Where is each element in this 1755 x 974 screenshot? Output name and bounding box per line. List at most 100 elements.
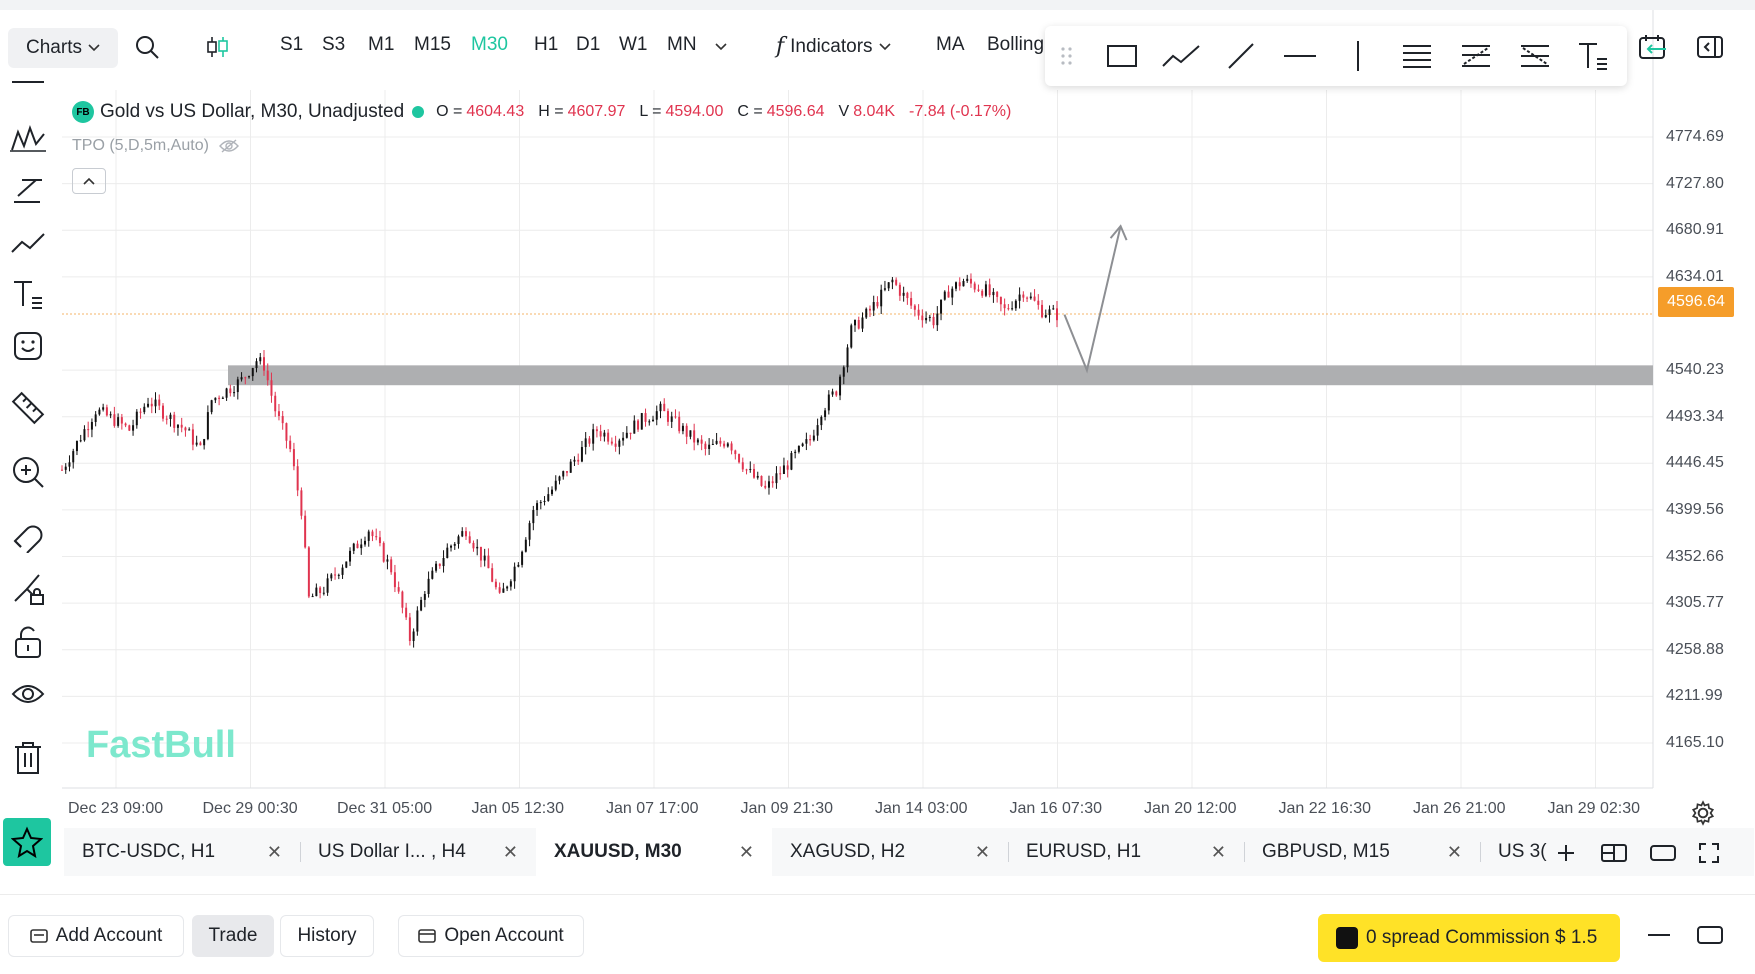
- close-icon[interactable]: ✕: [502, 841, 518, 862]
- candle-body: [83, 429, 86, 441]
- tab-eurusd[interactable]: EURUSD, H1 ✕: [1008, 828, 1244, 876]
- tab-us30-overflow[interactable]: US 3(: [1480, 828, 1550, 876]
- date-range-icon[interactable]: [1638, 32, 1668, 62]
- candle-body: [498, 587, 501, 593]
- trendline-tool-icon[interactable]: [1221, 36, 1261, 76]
- candle-body: [809, 439, 812, 441]
- horizontal-line-tool-icon[interactable]: [1280, 36, 1320, 76]
- candle-body: [251, 368, 254, 377]
- zoom-in-icon[interactable]: [8, 452, 48, 492]
- open-account-button[interactable]: Open Account: [398, 915, 584, 957]
- price-chart[interactable]: [0, 10, 1755, 810]
- price-tick-label: 4352.66: [1666, 547, 1724, 565]
- drag-handle-icon[interactable]: [1057, 36, 1077, 76]
- spread-commission-promo[interactable]: 0 spread Commission $ 1.5: [1318, 914, 1620, 962]
- close-icon[interactable]: ✕: [1446, 841, 1462, 862]
- bollinger-indicator-button[interactable]: Bolling: [987, 34, 1045, 55]
- candle-body: [969, 278, 972, 284]
- fib-fan-tool-icon[interactable]: [1515, 36, 1555, 76]
- tab-xauusd[interactable]: XAUUSD, M30 ✕: [536, 828, 772, 876]
- magnet-icon[interactable]: [8, 516, 48, 556]
- search-icon[interactable]: [132, 32, 162, 62]
- timeframe-m30[interactable]: M30: [471, 34, 508, 55]
- ruler-measure-icon[interactable]: [8, 388, 48, 428]
- close-icon[interactable]: ✕: [738, 841, 754, 862]
- fib-retracement-tool-icon[interactable]: [1456, 36, 1496, 76]
- indicators-button[interactable]: f Indicators: [776, 34, 891, 59]
- unlock-icon[interactable]: [8, 622, 48, 662]
- trend-tool-icon[interactable]: [8, 222, 48, 262]
- candle-body: [285, 423, 288, 441]
- candle-body: [94, 414, 97, 422]
- lock-drawings-icon[interactable]: [8, 568, 48, 608]
- tab-us-dollar-index[interactable]: US Dollar I... , H4 ✕: [300, 828, 536, 876]
- timeframe-m15[interactable]: M15: [414, 34, 451, 55]
- minimize-panel-icon[interactable]: [1646, 925, 1674, 949]
- candle-body: [1056, 308, 1058, 321]
- tab-btc-usdc[interactable]: BTC-USDC, H1 ✕: [64, 828, 300, 876]
- parallel-channel-tool-icon[interactable]: [1397, 36, 1437, 76]
- hidden-eye-icon[interactable]: [218, 139, 239, 153]
- candle-body: [659, 403, 662, 412]
- timeframe-w1[interactable]: W1: [619, 34, 648, 55]
- lines-tool-icon[interactable]: [8, 170, 48, 210]
- pattern-tool-icon[interactable]: [8, 118, 48, 158]
- timeframe-h1[interactable]: H1: [534, 34, 559, 55]
- collapse-panel-icon[interactable]: [1695, 32, 1725, 62]
- history-tab[interactable]: History: [280, 915, 374, 957]
- polyline-tool-icon[interactable]: [1161, 36, 1201, 76]
- candle-body: [640, 413, 643, 430]
- timeframe-s3[interactable]: S3: [322, 34, 346, 55]
- more-timeframes-chevron-icon[interactable]: [706, 32, 736, 62]
- emoji-sticker-icon[interactable]: [8, 326, 48, 366]
- text-tool-icon[interactable]: [1573, 36, 1613, 76]
- tpo-indicator-legend[interactable]: TPO (5,D,5m,Auto): [72, 137, 239, 155]
- time-tick-label: Jan 14 03:00: [875, 800, 968, 817]
- text-tool-icon[interactable]: [8, 274, 48, 314]
- rectangle-tool-icon[interactable]: [1102, 36, 1142, 76]
- candle-body: [393, 572, 396, 588]
- layout-split-icon[interactable]: [1601, 838, 1627, 868]
- collapse-legend-button[interactable]: [72, 168, 106, 194]
- candle-body: [367, 531, 370, 541]
- ma-indicator-button[interactable]: MA: [936, 34, 965, 55]
- timeframe-m1[interactable]: M1: [368, 34, 395, 55]
- candle-body: [539, 502, 542, 504]
- candle-body: [102, 407, 105, 410]
- tab-label: GBPUSD, M15: [1262, 841, 1390, 862]
- gear-icon[interactable]: [1690, 800, 1716, 826]
- candle-body: [210, 400, 213, 413]
- candlestick-type-icon[interactable]: [202, 32, 232, 62]
- price-tick-label: 4165.10: [1666, 734, 1724, 751]
- close-icon[interactable]: ✕: [974, 841, 990, 862]
- eye-visibility-icon[interactable]: [8, 674, 48, 714]
- chart-area[interactable]: [0, 10, 1755, 810]
- favorites-star-button[interactable]: [3, 818, 51, 866]
- close-icon[interactable]: ✕: [266, 841, 282, 862]
- candle-body: [887, 282, 890, 289]
- tab-xagusd[interactable]: XAGUSD, H2 ✕: [772, 828, 1008, 876]
- candle-body: [846, 347, 849, 368]
- tab-gbpusd[interactable]: GBPUSD, M15 ✕: [1244, 828, 1480, 876]
- crosshair-tool-icon[interactable]: [8, 76, 48, 88]
- add-tab-icon[interactable]: [1556, 838, 1576, 868]
- trade-tab[interactable]: Trade: [192, 915, 274, 957]
- maximize-panel-icon[interactable]: [1696, 925, 1726, 949]
- charts-menu-button[interactable]: Charts: [8, 28, 118, 68]
- candle-body: [195, 442, 198, 445]
- candle-body: [767, 481, 770, 488]
- timeframe-d1[interactable]: D1: [576, 34, 601, 55]
- symbol-title[interactable]: Gold vs US Dollar, M30, Unadjusted: [100, 101, 405, 122]
- fullscreen-icon[interactable]: [1698, 838, 1720, 868]
- candle-body: [476, 546, 479, 549]
- candle-body: [738, 454, 741, 463]
- vertical-line-tool-icon[interactable]: [1338, 36, 1378, 76]
- close-icon[interactable]: ✕: [1210, 841, 1226, 862]
- timeframe-mn[interactable]: MN: [667, 34, 697, 55]
- add-account-button[interactable]: Add Account: [8, 915, 184, 957]
- single-layout-icon[interactable]: [1650, 838, 1676, 868]
- candle-body: [206, 412, 209, 440]
- candle-body: [999, 296, 1002, 305]
- timeframe-s1[interactable]: S1: [280, 34, 304, 55]
- trash-delete-icon[interactable]: [8, 738, 48, 778]
